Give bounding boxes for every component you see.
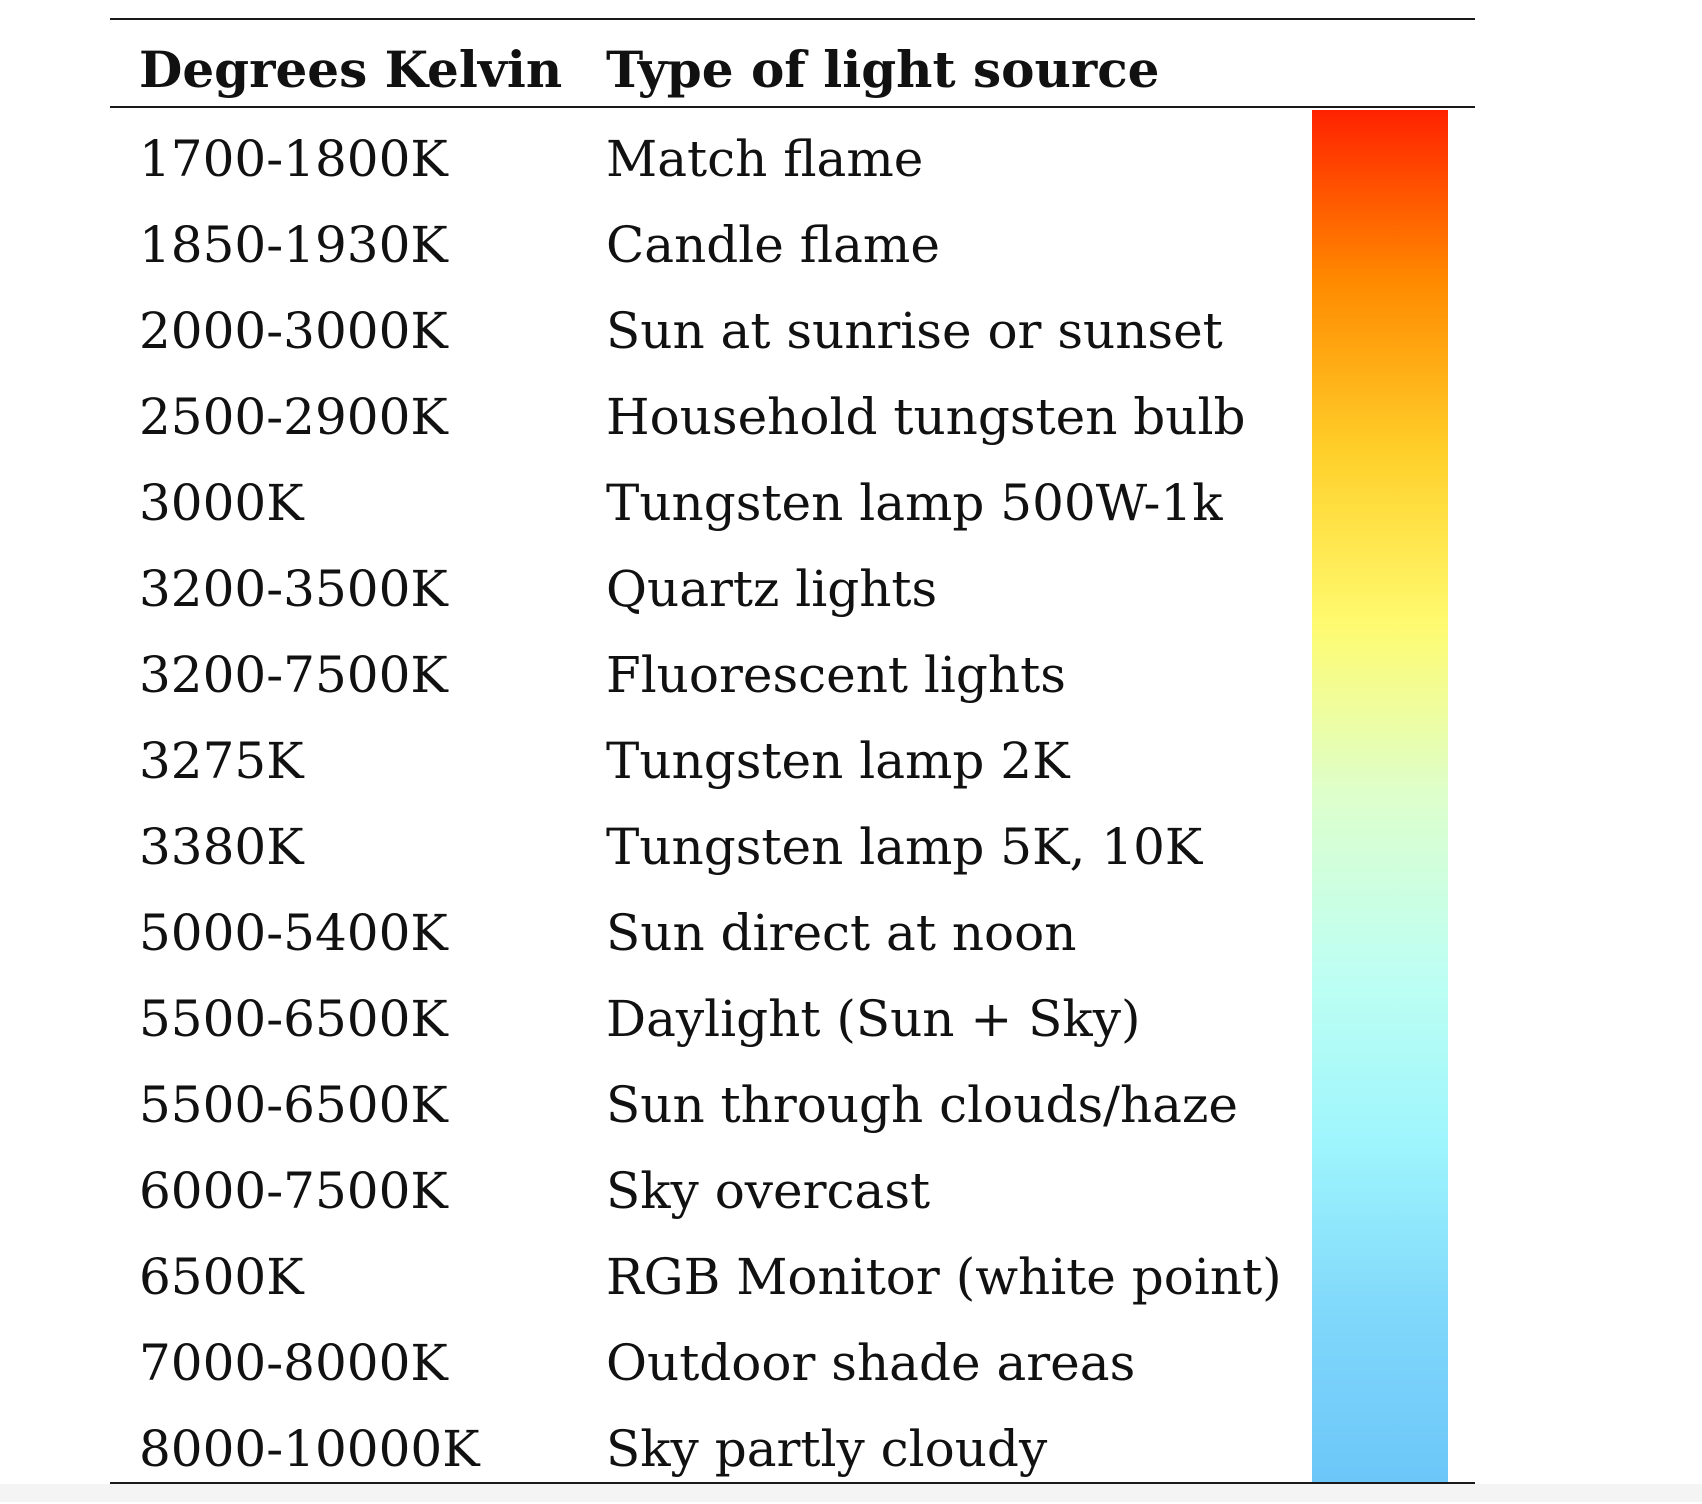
light-source-cell: Sun at sunrise or sunset [606,302,1223,360]
light-source-cell: Sun direct at noon [606,904,1077,962]
light-source-cell: Candle flame [606,216,940,274]
header-light-source-type: Type of light source [606,40,1160,99]
table-header-row: Degrees Kelvin Type of light source [110,18,1475,106]
light-source-cell: Tungsten lamp 2K [606,732,1070,790]
kelvin-cell: 3000K [139,474,304,532]
color-temperature-gradient-bar [1312,110,1448,1482]
light-source-cell: Daylight (Sun + Sky) [606,990,1141,1048]
light-source-cell: Fluorescent lights [606,646,1066,704]
light-source-cell: Match flame [606,130,924,188]
table-row: 1850-1930K Candle flame [110,214,1475,300]
kelvin-cell: 5500-6500K [139,1076,448,1134]
kelvin-cell: 3200-3500K [139,560,448,618]
table-body: 1700-1800K Match flame 1850-1930K Candle fl… [110,128,1475,1504]
kelvin-cell: 6000-7500K [139,1162,448,1220]
table-row: 5500-6500K Daylight (Sun + Sky) [110,988,1475,1074]
table-row: 5000-5400K Sun direct at noon [110,902,1475,988]
table-top-rule [110,18,1475,20]
light-source-cell: Sun through clouds/haze [606,1076,1238,1134]
light-source-cell: RGB Monitor (white point) [606,1248,1282,1306]
kelvin-cell: 7000-8000K [139,1334,448,1392]
light-source-cell: Sky partly cloudy [606,1420,1048,1478]
table-row: 6500K RGB Monitor (white point) [110,1246,1475,1332]
light-source-cell: Household tungsten bulb [606,388,1246,446]
kelvin-cell: 2000-3000K [139,302,448,360]
light-source-cell: Tungsten lamp 500W-1k [606,474,1223,532]
header-degrees-kelvin: Degrees Kelvin [139,40,563,99]
table-row: 3200-7500K Fluorescent lights [110,644,1475,730]
light-source-cell: Outdoor shade areas [606,1334,1136,1392]
table-row: 2500-2900K Household tungsten bulb [110,386,1475,472]
color-temperature-table: Degrees Kelvin Type of light source 1700… [110,18,1475,1484]
table-row: 3275K Tungsten lamp 2K [110,730,1475,816]
table-bottom-rule [110,1482,1475,1484]
kelvin-cell: 8000-10000K [139,1420,480,1478]
table-row: 7000-8000K Outdoor shade areas [110,1332,1475,1418]
light-source-cell: Sky overcast [606,1162,931,1220]
kelvin-cell: 3200-7500K [139,646,448,704]
kelvin-cell: 3275K [139,732,304,790]
table-row: 2000-3000K Sun at sunrise or sunset [110,300,1475,386]
kelvin-cell: 1850-1930K [139,216,448,274]
kelvin-cell: 6500K [139,1248,304,1306]
page-bottom-strip [0,1484,1702,1502]
table-row: 5500-6500K Sun through clouds/haze [110,1074,1475,1160]
light-source-cell: Quartz lights [606,560,938,618]
kelvin-cell: 3380K [139,818,304,876]
kelvin-cell: 2500-2900K [139,388,448,446]
table-row: 6000-7500K Sky overcast [110,1160,1475,1246]
table-row: 3000K Tungsten lamp 500W-1k [110,472,1475,558]
kelvin-cell: 1700-1800K [139,130,448,188]
kelvin-cell: 5500-6500K [139,990,448,1048]
table-row: 1700-1800K Match flame [110,128,1475,214]
table-row: 3200-3500K Quartz lights [110,558,1475,644]
kelvin-cell: 5000-5400K [139,904,448,962]
table-header-rule [110,106,1475,108]
table-row: 3380K Tungsten lamp 5K, 10K [110,816,1475,902]
table-row: 8000-10000K Sky partly cloudy [110,1418,1475,1504]
light-source-cell: Tungsten lamp 5K, 10K [606,818,1203,876]
